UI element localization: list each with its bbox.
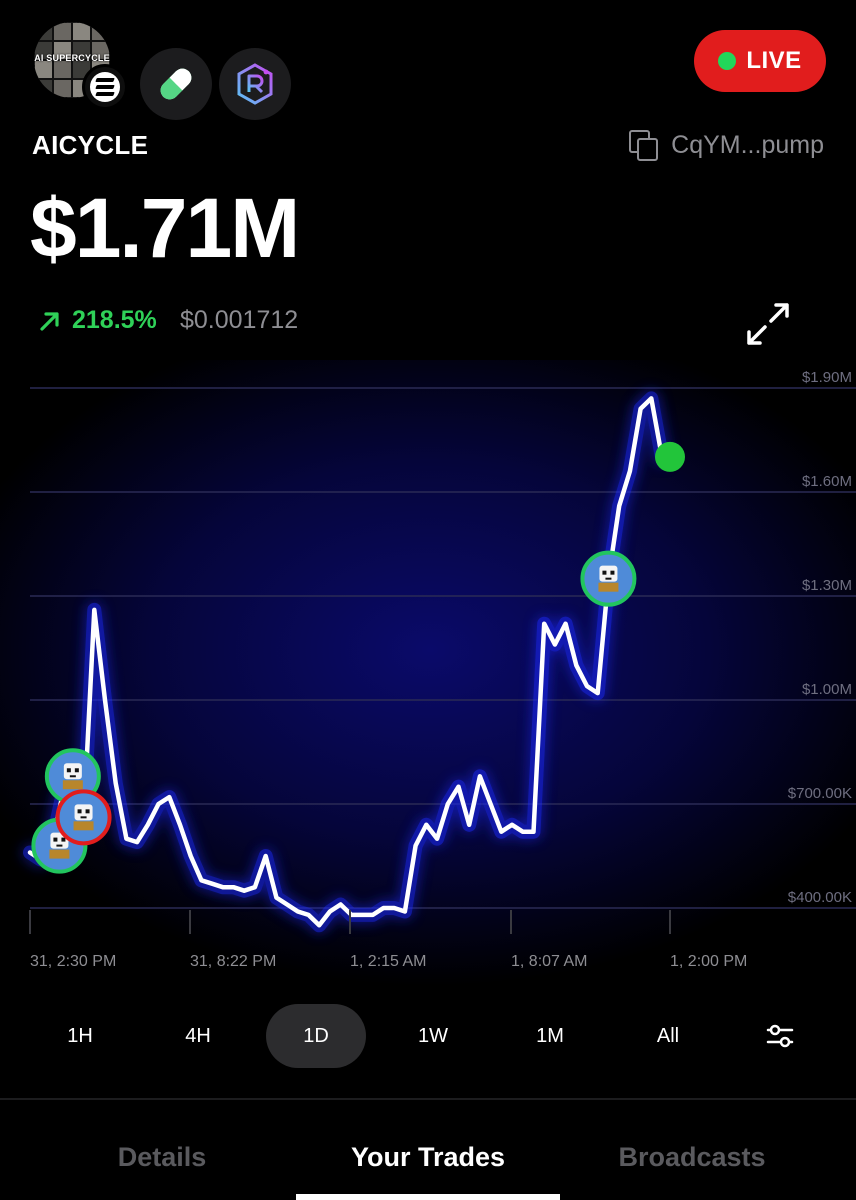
price-change: 218.5%	[38, 306, 157, 335]
time-range-selector: 1H 4H 1D 1W 1M All	[0, 1004, 856, 1068]
buy-trade-marker[interactable]	[580, 550, 637, 607]
expand-icon	[747, 303, 789, 345]
y-tick-label: $1.30M	[802, 577, 852, 594]
pill-icon	[160, 68, 192, 100]
range-1m[interactable]: 1M	[536, 1024, 564, 1047]
buy-trade-marker[interactable]	[44, 748, 101, 805]
tab-broadcasts[interactable]: Broadcasts	[618, 1142, 766, 1172]
contract-address-text: CqYM...pump	[671, 130, 824, 159]
tab-your-trades[interactable]: Your Trades	[350, 1142, 506, 1172]
y-tick-label: $1.60M	[802, 473, 852, 490]
token-ticker: AICYCLE	[32, 130, 149, 160]
x-tick-label: 1, 2:15 AM	[350, 953, 427, 970]
live-indicator-dot	[718, 52, 737, 70]
solana-icon	[82, 64, 128, 110]
copy-icon[interactable]	[629, 130, 659, 161]
price-chart[interactable]: $400.00K $700.00K $1.00M $1.30M $1.60M $1.90M…	[0, 360, 856, 1000]
range-all[interactable]: All	[656, 1024, 680, 1047]
sell-trade-marker[interactable]	[55, 789, 112, 846]
tab-details[interactable]: Details	[117, 1142, 207, 1172]
price-change-percent: 218.5%	[72, 306, 157, 334]
y-tick-label: $1.90M	[802, 369, 852, 386]
x-tick-label: 31, 2:30 PM	[30, 953, 116, 970]
y-tick-label: $1.00M	[802, 681, 852, 698]
sliders-icon	[766, 1024, 794, 1048]
price-line-glow	[23, 391, 669, 933]
y-tick-label: $700.00K	[788, 785, 852, 802]
market-cap-value: $1.71M	[30, 181, 300, 275]
contract-address[interactable]: CqYM...pump	[629, 130, 824, 161]
active-tab-indicator	[296, 1194, 560, 1200]
y-tick-label: $400.00K	[788, 889, 852, 906]
raydium-icon	[237, 63, 273, 105]
chart-settings-button[interactable]	[750, 1004, 810, 1068]
pump-link-button[interactable]	[140, 48, 212, 120]
live-label: LIVE	[746, 47, 802, 74]
x-tick-label: 1, 2:00 PM	[670, 953, 747, 970]
raydium-link-button[interactable]	[219, 48, 291, 120]
expand-chart-button[interactable]	[744, 300, 792, 348]
chart-background	[0, 360, 856, 1000]
x-tick-label: 1, 8:07 AM	[511, 953, 588, 970]
range-4h[interactable]: 4H	[185, 1024, 211, 1047]
range-1w[interactable]: 1W	[418, 1024, 448, 1047]
live-badge[interactable]: LIVE	[694, 30, 826, 92]
x-tick-label: 31, 8:22 PM	[190, 953, 276, 970]
avatar-caption: AI SUPERCYCLE	[34, 53, 110, 63]
current-price-dot	[655, 441, 685, 472]
arrow-up-right-icon	[40, 311, 59, 331]
range-1h[interactable]: 1H	[67, 1024, 93, 1047]
tabs-divider	[0, 1098, 856, 1100]
range-1d[interactable]: 1D	[266, 1004, 366, 1068]
price-line	[27, 396, 665, 928]
token-price: $0.001712	[180, 306, 299, 334]
